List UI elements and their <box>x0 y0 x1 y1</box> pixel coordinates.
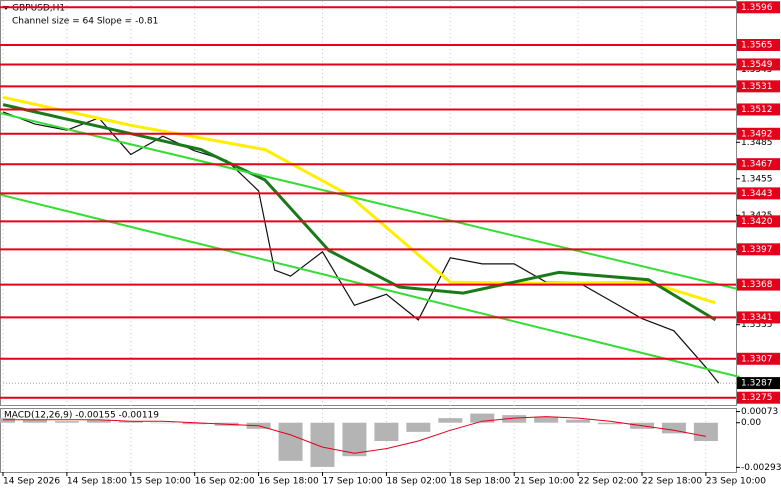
level-label: 1.3307 <box>741 354 773 364</box>
y-tick-label: 0.00073 <box>741 407 778 417</box>
level-label: 1.3420 <box>741 217 773 227</box>
macd-signal <box>3 416 706 454</box>
level-label: 1.3512 <box>741 105 773 115</box>
current-price-label: 1.3287 <box>741 379 773 389</box>
macd-bar <box>661 422 686 434</box>
x-tick-label: 17 Sep 10:00 <box>323 477 383 487</box>
macd-title: MACD(12,26,9) -0.00155 -0.00119 <box>4 411 159 421</box>
chart-title: GBPUSD,H1 <box>12 4 65 14</box>
x-tick-label: 14 Sep 2026 <box>3 477 60 487</box>
x-tick-label: 16 Sep 18:00 <box>259 477 319 487</box>
y-tick-label: -0.00293 <box>741 463 781 473</box>
level-label: 1.3531 <box>741 82 773 92</box>
price-line <box>2 95 716 305</box>
level-label: 1.3549 <box>741 60 773 70</box>
macd-bar <box>598 422 623 425</box>
x-tick-label: 14 Sep 18:00 <box>67 477 127 487</box>
level-label-box <box>737 1 780 14</box>
price-line <box>2 103 717 322</box>
x-tick-label: 16 Sep 02:00 <box>195 477 255 487</box>
macd-bar <box>182 422 207 425</box>
price-line <box>2 111 720 384</box>
level-label: 1.3467 <box>741 160 773 170</box>
price-line <box>0 193 741 378</box>
macd-bar <box>693 422 718 441</box>
main-panel-frame <box>0 0 737 406</box>
x-tick-label: 22 Sep 18:00 <box>642 477 702 487</box>
level-label-box <box>737 243 780 256</box>
macd-bar <box>54 421 79 423</box>
level-label-box <box>737 58 780 71</box>
chart-subtitle: Channel size = 64 Slope = -0.81 <box>12 17 158 27</box>
macd-bar <box>0 418 15 423</box>
level-label: 1.3341 <box>741 313 773 323</box>
level-label: 1.3397 <box>741 245 773 255</box>
level-label-box <box>737 352 780 365</box>
x-tick-label: 18 Sep 02:00 <box>386 477 446 487</box>
macd-bar <box>278 422 303 461</box>
level-label: 1.3275 <box>741 393 773 403</box>
macd-bar <box>118 421 143 423</box>
macd-bar <box>406 422 431 432</box>
level-label-box <box>737 80 780 93</box>
macd-bar <box>86 419 111 423</box>
level-label-box <box>737 127 780 140</box>
macd-bar <box>150 422 175 424</box>
price-line <box>0 112 741 291</box>
x-tick-label: 18 Sep 18:00 <box>450 477 510 487</box>
level-label: 1.3492 <box>741 129 773 139</box>
macd-bar <box>566 419 591 423</box>
level-label-box <box>737 278 780 291</box>
y-tick-label: 1.3485 <box>741 138 773 148</box>
y-tick-label: 0.00 <box>741 418 761 428</box>
macd-bar <box>534 416 559 423</box>
macd-bar <box>502 415 527 423</box>
level-label-box <box>737 39 780 51</box>
macd-bar <box>22 419 47 423</box>
y-tick-label: 1.3455 <box>741 174 773 184</box>
level-label-box <box>737 311 780 324</box>
x-tick-label: 15 Sep 10:00 <box>131 477 191 487</box>
macd-bar <box>374 422 399 441</box>
level-label: 1.3443 <box>741 189 773 199</box>
macd-bar <box>470 413 495 423</box>
y-tick-label: 1.3335 <box>741 320 773 330</box>
macd-bar <box>438 418 463 423</box>
level-label-box <box>737 187 780 200</box>
level-label: 1.3368 <box>741 280 773 290</box>
x-tick-label: 23 Sep 10:00 <box>706 477 766 487</box>
level-label-box <box>737 391 780 404</box>
x-tick-label: 21 Sep 10:00 <box>514 477 574 487</box>
level-label: 1.3596 <box>741 3 773 13</box>
macd-panel-frame <box>0 408 737 473</box>
x-tick-label: 22 Sep 02:00 <box>578 477 638 487</box>
level-label-box <box>737 158 780 171</box>
macd-bar <box>342 422 367 457</box>
level-label-box <box>737 103 780 116</box>
level-label-box <box>737 215 780 228</box>
current-price-box <box>737 377 780 390</box>
level-label: 1.3565 <box>741 41 773 51</box>
macd-bar <box>310 422 335 467</box>
